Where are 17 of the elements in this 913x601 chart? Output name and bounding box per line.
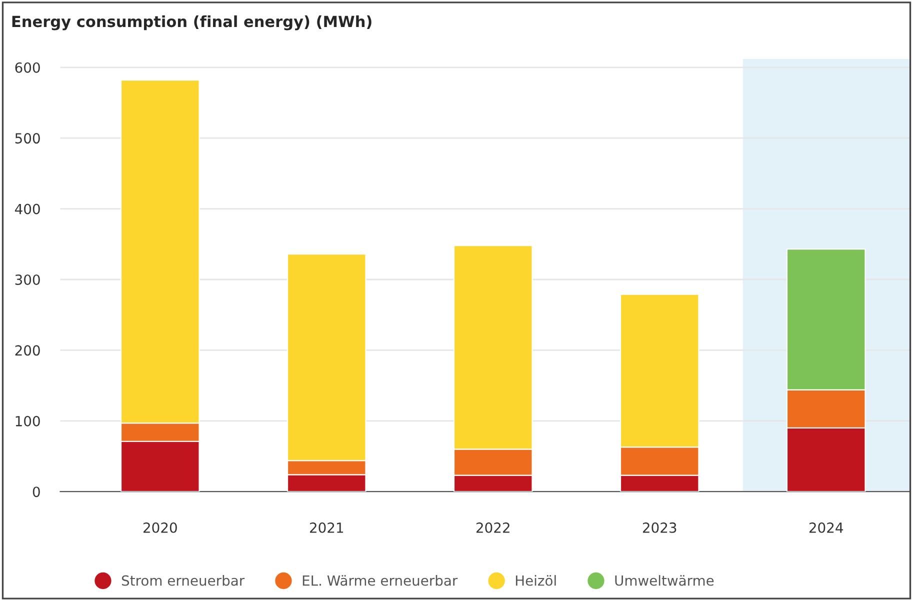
x-tick-label: 2022 [476,522,510,533]
legend-label: EL. Wärme erneuerbar [302,575,458,586]
y-tick-label: 200 [15,345,40,356]
y-tick-label: 0 [32,486,40,498]
legend-label: Strom erneuerbar [122,575,245,586]
y-tick-label: 500 [15,133,40,144]
x-tick-label: 2024 [809,522,843,533]
y-tick-label: 600 [15,62,40,73]
x-tick-label: 2023 [642,522,676,533]
x-tick-label: 2020 [143,522,177,533]
y-tick-label: 100 [16,416,40,426]
x-tick-label: 2021 [310,522,344,533]
y-tick-label: 300 [15,274,40,285]
legend-label: Umweltwärme [615,575,714,586]
y-tick-label: 400 [14,204,40,214]
chart-title: Energy consumption (final energy) (MWh) [12,15,372,30]
legend-label: Heizöl [516,575,556,586]
